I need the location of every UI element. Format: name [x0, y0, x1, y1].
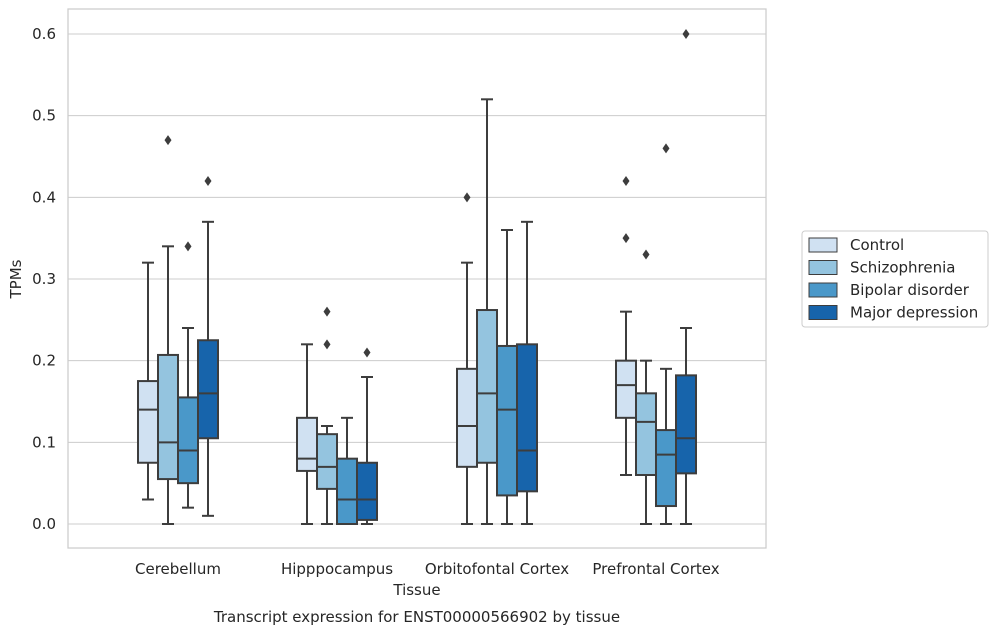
box-2-3	[516, 220, 538, 525]
x-tick-label: Prefrontal Cortex	[592, 560, 719, 578]
box-3-0	[615, 175, 637, 476]
x-axis-label: Tissue	[392, 581, 440, 599]
box-body	[496, 344, 518, 497]
chart-caption: Transcript expression for ENST0000056690…	[213, 608, 620, 626]
box-body	[456, 367, 478, 468]
y-axis-label: TPMs	[7, 259, 25, 299]
x-tick-label: Hipppocampus	[281, 560, 393, 578]
outlier-point	[204, 175, 212, 186]
box-0-3	[197, 175, 219, 517]
y-tick-label: 0.1	[32, 433, 56, 451]
outlier-point	[363, 347, 371, 358]
box-body	[675, 374, 697, 475]
legend-swatch	[808, 237, 838, 253]
box-body	[157, 353, 179, 481]
outlier-point	[323, 306, 331, 317]
x-tick-label: Cerebellum	[135, 560, 221, 578]
outlier-point	[164, 135, 172, 146]
box-body	[476, 309, 498, 464]
box-0-1	[157, 135, 179, 525]
legend-label: Major depression	[850, 304, 978, 322]
box-body	[356, 461, 378, 521]
box-body	[336, 457, 358, 525]
y-tick-label: 0.5	[32, 107, 56, 125]
x-tick-labels: Cerebellum Hipppocampus Orbitofontal Corte…	[135, 560, 720, 578]
box-2-1	[476, 98, 498, 525]
box-3-1	[635, 249, 657, 525]
box-body	[177, 396, 199, 485]
outlier-point	[622, 233, 630, 244]
box-3-3	[675, 28, 697, 525]
outlier-point	[622, 175, 630, 186]
box-body	[296, 416, 318, 472]
y-tick-labels: 0.0 0.1 0.2 0.3 0.4 0.5 0.6	[32, 25, 56, 533]
outlier-point	[323, 339, 331, 350]
box-0-2	[177, 241, 199, 509]
box-body	[615, 359, 637, 419]
box-2-0	[456, 192, 478, 525]
y-tick-label: 0.6	[32, 25, 56, 43]
box-groups	[137, 28, 697, 525]
y-tick-label: 0.4	[32, 188, 56, 206]
box-0-0	[137, 261, 159, 501]
box-body	[655, 429, 677, 508]
box-body	[635, 392, 657, 476]
legend-label: Bipolar disorder	[850, 281, 970, 299]
legend-swatch	[808, 282, 838, 298]
box-1-3	[356, 347, 378, 525]
box-1-2	[336, 416, 358, 525]
box-body	[516, 343, 538, 493]
box-2-2	[496, 228, 518, 525]
plot-frame	[67, 8, 767, 549]
box-1-1	[316, 306, 338, 525]
legend-frame	[801, 230, 989, 328]
outlier-point	[463, 192, 471, 203]
box-body	[197, 339, 219, 440]
outlier-point	[642, 249, 650, 260]
legend-swatch	[808, 260, 838, 275]
legend-swatch	[808, 305, 838, 320]
legend-label: Schizophrenia	[850, 259, 955, 277]
y-tick-label: 0.3	[32, 270, 56, 288]
box-body	[316, 433, 338, 490]
x-tick-label: Orbitofontal Cortex	[425, 560, 569, 578]
y-tick-label: 0.2	[32, 352, 56, 370]
outlier-point	[682, 28, 690, 39]
y-tick-label: 0.0	[32, 515, 56, 533]
legend: Control Schizophrenia Bipolar disorder Majo…	[801, 230, 989, 328]
legend-label: Control	[850, 236, 904, 254]
outlier-point	[184, 241, 192, 252]
box-body	[137, 380, 159, 464]
outlier-point	[662, 143, 670, 154]
